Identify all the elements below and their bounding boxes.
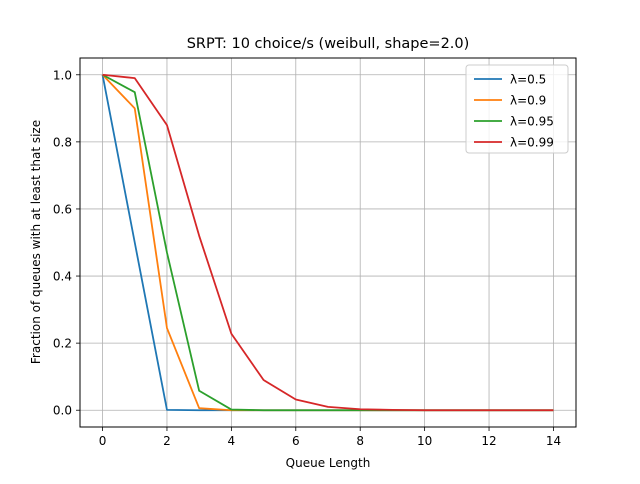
x-tick-label: 4 bbox=[228, 434, 236, 448]
x-tick-label: 6 bbox=[292, 434, 300, 448]
y-tick-label: 0.8 bbox=[53, 135, 72, 149]
x-tick-label: 0 bbox=[99, 434, 107, 448]
legend-label: λ=0.9 bbox=[510, 94, 546, 108]
y-axis-label: Fraction of queues with at least that si… bbox=[29, 120, 43, 364]
x-tick-label: 14 bbox=[546, 434, 561, 448]
legend: λ=0.5 λ=0.9 λ=0.95 λ=0.99 bbox=[465, 64, 569, 154]
series-lines bbox=[101, 73, 554, 412]
plot-frame bbox=[79, 57, 577, 428]
y-tick-label: 0.2 bbox=[53, 337, 72, 351]
x-axis-ticks: 0 2 4 6 8 10 12 14 bbox=[99, 427, 561, 448]
x-tick-label: 12 bbox=[481, 434, 496, 448]
legend-label: λ=0.99 bbox=[510, 136, 554, 150]
x-tick-label: 10 bbox=[417, 434, 432, 448]
x-tick-label: 8 bbox=[356, 434, 364, 448]
y-axis-ticks: 0.0 0.2 0.4 0.6 0.8 1.0 bbox=[53, 68, 80, 418]
y-tick-label: 0.4 bbox=[53, 270, 72, 284]
legend-label: λ=0.5 bbox=[510, 73, 546, 87]
x-axis-label: Queue Length bbox=[286, 456, 371, 470]
x-tick-label: 2 bbox=[163, 434, 171, 448]
chart-title: SRPT: 10 choice/s (weibull, shape=2.0) bbox=[187, 36, 470, 52]
y-tick-label: 0.0 bbox=[53, 404, 72, 418]
legend-box bbox=[465, 64, 569, 154]
y-tick-label: 0.6 bbox=[53, 202, 72, 216]
legend-label: λ=0.95 bbox=[510, 115, 554, 129]
y-tick-label: 1.0 bbox=[53, 68, 72, 82]
series-line-3 bbox=[102, 73, 554, 412]
